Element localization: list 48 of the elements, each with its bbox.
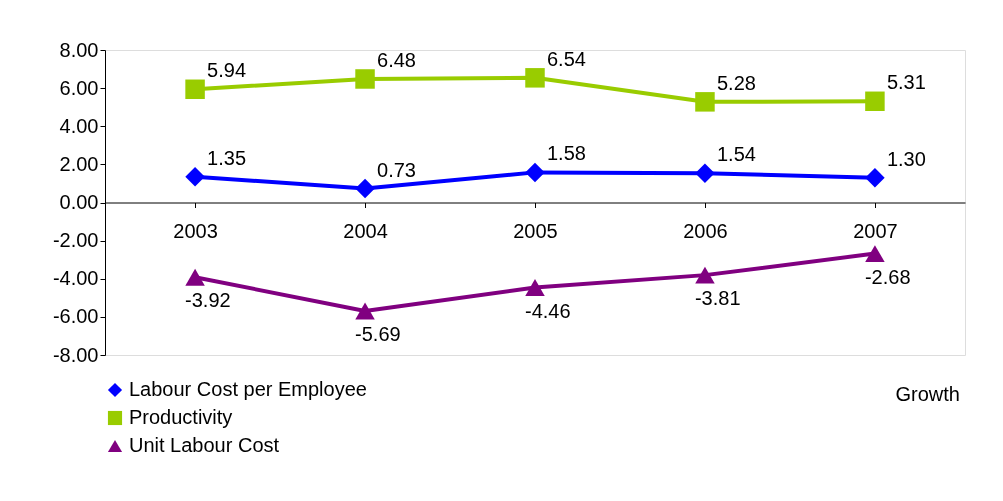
data-label: 6.54 <box>547 47 586 70</box>
point <box>525 279 545 296</box>
data-label: 5.94 <box>207 59 247 82</box>
point <box>355 302 375 320</box>
x-tick-label: 2005 <box>513 220 558 242</box>
point <box>185 167 205 187</box>
data-label: 1.58 <box>547 142 586 165</box>
point <box>695 266 715 284</box>
legend-label: Productivity <box>129 406 233 428</box>
y-tick-label: 4.00 <box>59 114 99 137</box>
data-label: -2.68 <box>864 265 911 288</box>
data-label: 5.31 <box>886 71 926 94</box>
y-tick-label: 8.00 <box>59 38 99 61</box>
x-tick-label: 2004 <box>343 220 388 242</box>
data-label: 1.35 <box>207 146 247 169</box>
point <box>185 79 205 100</box>
point <box>865 167 885 188</box>
point <box>865 91 885 112</box>
y-tick-label: 2.00 <box>59 152 99 175</box>
point <box>695 92 715 112</box>
y-tick-label: -8.00 <box>52 343 99 366</box>
point <box>185 268 205 286</box>
point <box>865 245 885 263</box>
x-tick-label: 2006 <box>683 220 728 242</box>
data-label: -5.69 <box>355 322 401 345</box>
data-label: 0.73 <box>377 158 416 181</box>
data-label: 1.54 <box>716 143 756 166</box>
data-label: 5.28 <box>716 71 756 94</box>
text: Growth <box>895 383 960 405</box>
y-tick-label: -6.00 <box>52 305 99 328</box>
data-label: -3.81 <box>694 287 741 310</box>
x-tick-label: 2003 <box>173 220 218 242</box>
legend-label: Unit Labour Cost <box>129 434 280 456</box>
y-tick-label: 0.00 <box>59 191 99 213</box>
y-tick-label: -2.00 <box>52 229 99 252</box>
data-label: -4.46 <box>525 299 571 322</box>
point <box>355 69 375 89</box>
y-tick-label: 6.00 <box>59 76 99 99</box>
point <box>525 162 545 183</box>
point <box>355 178 375 199</box>
legend-label: Labour Cost per Employee <box>129 378 367 400</box>
point <box>525 68 545 88</box>
data-label: 1.30 <box>886 147 926 170</box>
x-tick-label: 2007 <box>853 220 898 242</box>
data-label: -3.92 <box>185 289 231 312</box>
data-label: 6.48 <box>377 48 416 71</box>
y-tick-label: -4.00 <box>52 267 99 290</box>
point <box>695 163 715 183</box>
